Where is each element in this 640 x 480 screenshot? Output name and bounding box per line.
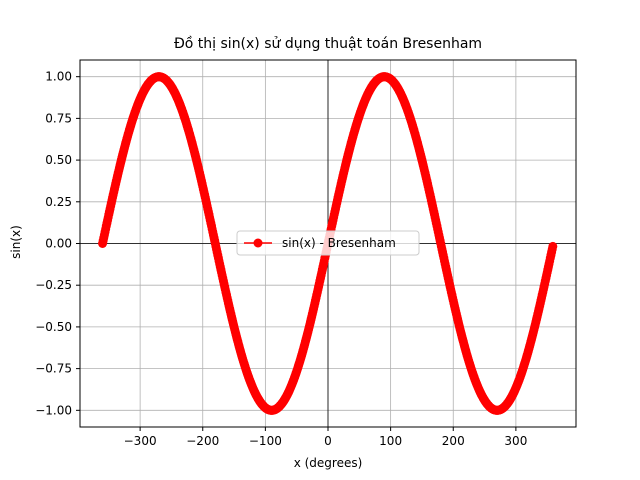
y-tick-label: 0.50 xyxy=(45,153,72,167)
x-tick-label: 200 xyxy=(442,434,465,448)
chart-title: Đồ thị sin(x) sử dụng thuật toán Bresenh… xyxy=(174,35,482,52)
y-tick-label: 1.00 xyxy=(45,70,72,84)
y-tick-label: 0.75 xyxy=(45,111,72,125)
legend-label: sin(x) - Bresenham xyxy=(282,236,396,250)
x-axis-ticks: −300 −200 −100 0 100 200 300 xyxy=(124,427,527,448)
legend-box xyxy=(236,230,420,256)
y-tick-label: −0.25 xyxy=(35,278,72,292)
x-axis-label: x (degrees) xyxy=(294,456,363,470)
x-tick-label: 0 xyxy=(324,434,332,448)
x-tick-label: 300 xyxy=(504,434,527,448)
y-tick-label: −1.00 xyxy=(35,403,72,417)
y-tick-label: 0.25 xyxy=(45,195,72,209)
legend-marker-swatch xyxy=(253,238,263,248)
y-tick-label: 0.00 xyxy=(45,237,72,251)
plot-area xyxy=(79,59,577,428)
x-tick-label: 100 xyxy=(379,434,402,448)
x-tick-label: −300 xyxy=(124,434,157,448)
x-tick-label: −200 xyxy=(186,434,219,448)
y-tick-label: −0.50 xyxy=(35,320,72,334)
x-tick-label: −100 xyxy=(249,434,282,448)
series-sin-bresenham xyxy=(98,72,558,415)
y-axis-label: sin(x) xyxy=(9,225,23,259)
y-tick-label: −0.75 xyxy=(35,362,72,376)
data-point xyxy=(548,241,558,251)
legend: sin(x) - Bresenham xyxy=(236,230,420,256)
y-axis-ticks: −1.00 −0.75 −0.50 −0.25 0.00 0.25 0.50 0.75 1.00 xyxy=(35,70,80,417)
